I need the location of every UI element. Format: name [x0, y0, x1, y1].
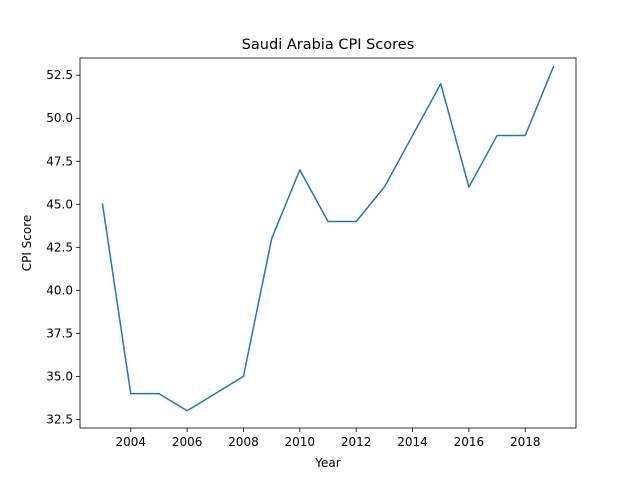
- x-tick-label: 2008: [228, 435, 259, 449]
- y-tick-label: 45.0: [46, 197, 73, 211]
- y-tick-label: 50.0: [46, 111, 73, 125]
- y-tick-label: 42.5: [46, 240, 73, 254]
- axes-frame: [79, 57, 577, 429]
- x-tick-label: 2018: [510, 435, 541, 449]
- y-tick-label: 47.5: [46, 154, 73, 168]
- x-tick-label: 2004: [115, 435, 146, 449]
- x-tick-label: 2012: [341, 435, 372, 449]
- chart-title: Saudi Arabia CPI Scores: [242, 37, 415, 53]
- y-tick-label: 52.5: [46, 68, 73, 82]
- y-axis: 32.5 35.0 37.5 40.0 42.5 45.0 47.5 50.0 52.5: [46, 68, 80, 426]
- x-tick-label: 2016: [454, 435, 485, 449]
- y-tick-label: 37.5: [46, 326, 73, 340]
- series-line-0: [101, 65, 555, 412]
- y-tick-label: 32.5: [46, 412, 73, 426]
- y-tick-label: 40.0: [46, 283, 73, 297]
- x-axis: 2004 2006 2008 2010 2012 2014 2016 2018: [115, 428, 541, 449]
- x-tick-label: 2010: [285, 435, 316, 449]
- plot-area: [79, 57, 577, 429]
- y-tick-label: 35.0: [46, 369, 73, 383]
- x-tick-label: 2014: [397, 435, 428, 449]
- y-axis-title: CPI Score: [20, 215, 34, 272]
- x-axis-title: Year: [314, 456, 340, 470]
- x-tick-label: 2006: [172, 435, 203, 449]
